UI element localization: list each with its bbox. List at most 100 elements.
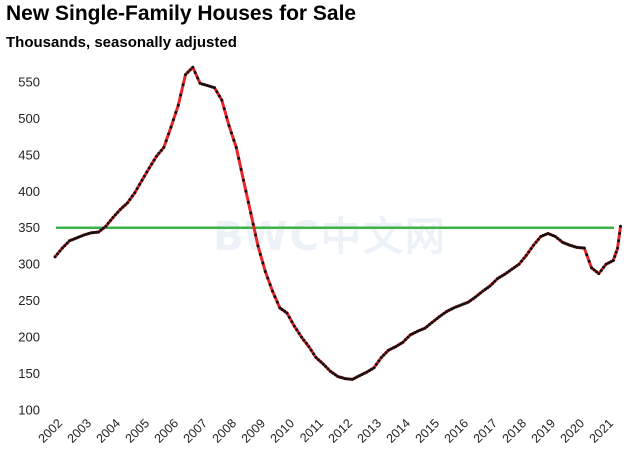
series-point bbox=[133, 191, 137, 195]
series-point bbox=[278, 306, 282, 310]
series-point bbox=[94, 230, 98, 234]
series-point bbox=[164, 139, 168, 143]
series-point bbox=[101, 226, 105, 230]
series-point bbox=[428, 322, 432, 326]
series-point bbox=[176, 103, 180, 107]
series-point bbox=[452, 306, 456, 310]
series-point bbox=[200, 82, 204, 86]
series-point bbox=[297, 331, 301, 335]
series-point bbox=[515, 264, 519, 268]
y-tick-label: 150 bbox=[18, 366, 40, 381]
series-point bbox=[84, 232, 88, 236]
series-point bbox=[457, 304, 461, 308]
series-point bbox=[152, 158, 156, 162]
series-point bbox=[435, 317, 439, 321]
series-point bbox=[442, 311, 446, 315]
series-point bbox=[312, 352, 316, 356]
series-point bbox=[249, 211, 253, 215]
series-point bbox=[387, 348, 390, 352]
series-point bbox=[618, 232, 622, 235]
series-point bbox=[295, 328, 299, 332]
series-point bbox=[464, 301, 468, 305]
y-tick-label: 450 bbox=[18, 147, 40, 162]
series-point bbox=[208, 84, 212, 88]
y-axis: 100 150 200 250 300 350 400 450 500 550 bbox=[18, 74, 40, 417]
series-point bbox=[140, 178, 144, 182]
series-point bbox=[565, 242, 569, 246]
series-point bbox=[493, 279, 497, 283]
series-point bbox=[314, 356, 318, 359]
series-point bbox=[350, 377, 354, 381]
series-point bbox=[534, 240, 538, 244]
series-point bbox=[483, 287, 487, 291]
series-point bbox=[251, 222, 255, 226]
series-point bbox=[157, 151, 161, 155]
series-point bbox=[553, 235, 557, 238]
series-point bbox=[403, 338, 407, 342]
series-point bbox=[142, 174, 146, 178]
x-tick-label: 2021 bbox=[587, 416, 617, 446]
x-tick-label: 2018 bbox=[500, 416, 530, 446]
series-point bbox=[179, 93, 183, 97]
series-point bbox=[575, 245, 579, 249]
series-point bbox=[481, 289, 485, 293]
x-tick-label: 2002 bbox=[36, 416, 66, 446]
series-point bbox=[345, 377, 349, 381]
x-tick-label: 2009 bbox=[239, 416, 269, 446]
series-point bbox=[546, 232, 550, 235]
series-point bbox=[449, 307, 453, 311]
series-point bbox=[549, 233, 552, 236]
series-point bbox=[75, 236, 79, 240]
series-point bbox=[355, 375, 359, 379]
x-tick-label: 2015 bbox=[413, 416, 443, 446]
series-point bbox=[234, 146, 238, 149]
series-point bbox=[309, 348, 313, 352]
series-point bbox=[193, 71, 197, 75]
series-point bbox=[406, 335, 410, 339]
series-point bbox=[430, 321, 434, 324]
series-point bbox=[227, 124, 231, 128]
series-point bbox=[582, 246, 586, 250]
series-point bbox=[104, 224, 108, 228]
series-point bbox=[138, 182, 142, 186]
series-point bbox=[399, 342, 403, 346]
series-point bbox=[517, 262, 521, 266]
series-point bbox=[391, 346, 395, 350]
x-tick-label: 2008 bbox=[210, 416, 240, 446]
series-point bbox=[63, 244, 67, 248]
series-point bbox=[527, 250, 531, 254]
series-point bbox=[280, 308, 284, 312]
series-point bbox=[244, 189, 248, 193]
series-point bbox=[307, 345, 311, 349]
series-point bbox=[237, 156, 241, 160]
series-point bbox=[326, 367, 330, 371]
x-tick-label: 2004 bbox=[94, 416, 124, 446]
series-point bbox=[423, 326, 427, 330]
series-point bbox=[188, 68, 192, 72]
series-point bbox=[220, 98, 224, 102]
series-point bbox=[80, 234, 84, 238]
series-point bbox=[292, 324, 296, 328]
series-point bbox=[169, 125, 173, 129]
series-point bbox=[512, 266, 516, 270]
series-point bbox=[181, 83, 185, 87]
series-point bbox=[58, 249, 62, 253]
series-point bbox=[268, 283, 272, 287]
series-point bbox=[283, 309, 287, 313]
series-point bbox=[551, 234, 555, 237]
series-point bbox=[474, 295, 477, 299]
series-point bbox=[53, 255, 57, 259]
series-point bbox=[580, 246, 584, 250]
series-point bbox=[372, 366, 376, 370]
series-point bbox=[578, 246, 581, 250]
series-point bbox=[585, 253, 589, 257]
series-point bbox=[321, 362, 325, 366]
series-point bbox=[287, 315, 291, 319]
series-point bbox=[106, 221, 110, 225]
series-point bbox=[454, 305, 458, 309]
series-point bbox=[486, 286, 490, 290]
series-point bbox=[159, 148, 163, 152]
series-point bbox=[495, 277, 499, 281]
series-point bbox=[256, 244, 260, 248]
series-point bbox=[242, 178, 245, 182]
